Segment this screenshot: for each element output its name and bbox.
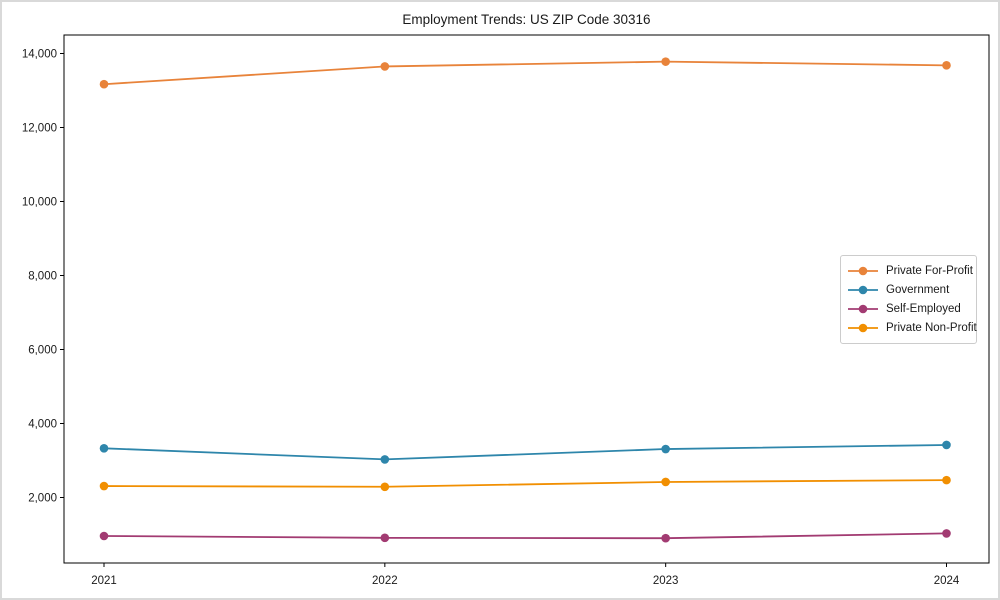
data-point-self-employed [661,533,670,543]
data-point-self-employed [99,531,109,541]
legend-entry-self-employed: Self-Employed [847,300,968,319]
x-tick-label: 2023 [653,575,679,587]
chart-line-private-for-profit [103,60,948,86]
x-tick-label: 2022 [372,575,398,587]
legend-label: Private Non-Profit [886,322,977,335]
data-point-private-non-profit [661,477,670,487]
legend-label: Self-Employed [886,303,961,316]
data-point-private-for-profit [661,57,670,66]
data-point-private-for-profit [99,79,109,89]
legend-marker-icon [848,285,878,295]
x-tick-label: 2021 [91,575,117,587]
y-tick-label: 8,000 [28,271,57,283]
chart-line-self-employed [103,532,948,540]
legend-entry-private-for-profit: Private For-Profit [847,261,973,280]
data-point-self-employed [942,529,951,538]
data-point-private-non-profit [380,482,390,492]
chart-line-private-non-profit [103,479,948,488]
y-tick-label: 4,000 [28,419,57,431]
legend-entry-private-non-profit: Private Non-Profit [847,319,977,338]
y-tick-label: 12,000 [22,123,57,135]
data-point-private-for-profit [942,61,951,70]
legend-marker-icon [848,304,878,314]
y-tick-label: 2,000 [28,493,57,505]
data-point-private-non-profit [942,475,951,485]
axes-border [63,34,990,564]
legend-label: Government [886,283,950,296]
x-tick-label: 2024 [934,575,960,587]
data-point-private-non-profit [99,481,109,491]
legend-label: Private For-Profit [886,264,973,277]
legend-marker-icon [848,324,878,333]
legend: Private For-Profit Government Self-Employe… [840,255,977,344]
legend-marker-icon [848,266,878,275]
y-tick-label: 10,000 [22,197,57,209]
data-point-self-employed [380,533,390,543]
y-tick-label: 14,000 [22,49,57,61]
legend-entry-government: Government [847,280,968,299]
data-point-government [661,444,670,454]
data-point-government [99,443,109,453]
y-tick-label: 6,000 [28,345,57,357]
chart-line-government [103,444,948,461]
data-point-government [942,440,951,450]
data-point-private-for-profit [380,62,390,71]
chart-title: Employment Trends: US ZIP Code 30316 [402,12,651,27]
data-point-government [380,455,390,464]
